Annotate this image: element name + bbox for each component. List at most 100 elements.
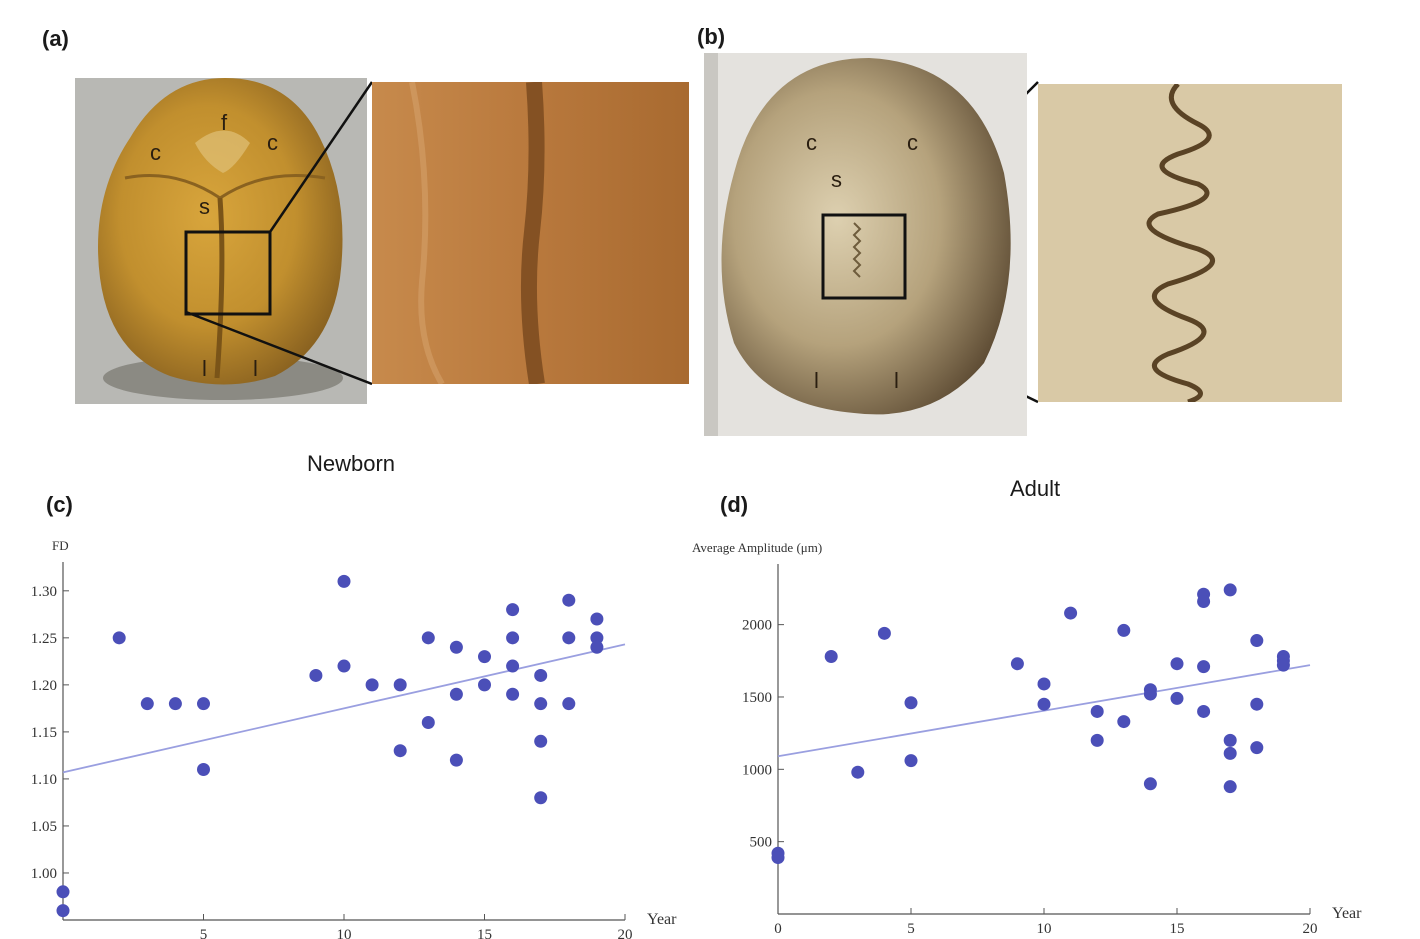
data-point	[877, 626, 891, 640]
fit-line	[777, 664, 1311, 758]
data-point	[562, 631, 576, 645]
data-point	[197, 763, 210, 777]
data-point	[851, 765, 865, 779]
y-axis-label: Average Amplitude (μm)	[692, 540, 822, 555]
panel-b-label: (b)	[697, 24, 726, 49]
y-axis-label: FD	[52, 538, 69, 553]
adult-label-l-left: l	[814, 368, 819, 393]
data-point	[1143, 687, 1157, 701]
data-point	[904, 754, 918, 768]
data-point	[534, 734, 548, 748]
adult-caption: Adult	[1010, 476, 1061, 501]
data-point	[1143, 777, 1157, 791]
data-point	[590, 612, 604, 626]
adult-label-c-left: c	[806, 130, 817, 155]
data-point	[393, 744, 407, 758]
data-point	[771, 851, 785, 865]
x-tick-label: 15	[1170, 921, 1185, 937]
data-point	[365, 678, 379, 692]
data-point	[506, 659, 520, 673]
skull-label-l-right: l	[253, 356, 258, 381]
data-point	[421, 631, 435, 645]
adult-label-l-right: l	[894, 368, 899, 393]
data-point	[56, 885, 70, 899]
x-tick-label: 5	[907, 921, 915, 937]
data-point	[168, 697, 182, 711]
y-tick-label: 1.10	[31, 772, 57, 788]
data-point	[449, 640, 463, 654]
data-point	[1276, 658, 1290, 672]
x-tick-label: 10	[337, 927, 352, 939]
skull-label-c-right: c	[267, 130, 278, 155]
data-point	[904, 696, 918, 710]
data-point	[1170, 657, 1184, 671]
skull-label-s: s	[199, 194, 210, 219]
data-point	[1010, 657, 1024, 671]
data-point	[1064, 606, 1078, 620]
x-tick-label: 15	[477, 927, 492, 939]
data-point	[1170, 691, 1184, 705]
data-point	[562, 593, 576, 607]
data-point	[337, 659, 351, 673]
data-point	[1223, 583, 1237, 597]
x-tick-label: 20	[618, 927, 633, 939]
chart-d-amplitude-vs-year: 500 1000 1500 2000 0 5 10 15 20 Average Amplitude…	[692, 540, 1362, 937]
x-tick-label: 0	[774, 921, 782, 937]
data-point	[506, 631, 520, 645]
y-tick-label: 1.20	[31, 678, 57, 694]
y-tick-label: 1.05	[31, 819, 57, 835]
newborn-suture-closeup	[372, 82, 689, 384]
adult-skull-photo: c c s l l	[704, 53, 1027, 436]
data-point	[590, 640, 604, 654]
x-tick-label: 20	[1303, 921, 1318, 937]
data-point	[1037, 677, 1051, 691]
data-point	[534, 791, 548, 805]
y-tick-label: 1.15	[31, 725, 57, 741]
y-tick-label: 1000	[742, 762, 772, 778]
adult-label-s: s	[831, 167, 842, 192]
adult-suture-closeup	[1038, 84, 1342, 402]
data-point	[1117, 623, 1131, 637]
data-point	[1117, 715, 1131, 729]
x-axis-label: Year	[647, 911, 677, 928]
data-point	[1250, 741, 1264, 755]
data-point	[421, 715, 435, 729]
data-point	[1223, 780, 1237, 794]
data-point	[337, 574, 351, 588]
x-axis-label: Year	[1332, 905, 1362, 922]
adult-label-c-right: c	[907, 130, 918, 155]
data-point	[1223, 746, 1237, 760]
x-tick-label: 10	[1037, 921, 1052, 937]
data-point	[1223, 733, 1237, 747]
data-point	[478, 678, 491, 692]
skull-label-l-left: l	[202, 356, 207, 381]
panel-a-label: (a)	[42, 26, 69, 51]
data-point	[1250, 697, 1264, 711]
data-point	[112, 631, 126, 645]
data-point	[562, 697, 576, 711]
data-point	[1250, 634, 1264, 648]
data-point	[1037, 697, 1051, 711]
y-tick-label: 1500	[742, 690, 772, 706]
chart-c-fd-vs-year: 1.00 1.05 1.10 1.15 1.20 1.25 1.30 5 10 15 20 FD Yea…	[31, 538, 677, 939]
y-tick-label: 2000	[742, 618, 772, 634]
y-tick-label: 500	[750, 835, 773, 851]
data-point	[824, 649, 838, 663]
panel-d-label: (d)	[720, 492, 749, 517]
newborn-skull-photo: f c c s l l	[75, 78, 367, 404]
data-point	[1090, 704, 1104, 718]
data-point	[1197, 594, 1211, 608]
x-tick-label: 5	[200, 927, 208, 939]
data-point	[197, 697, 210, 711]
skull-label-c-left: c	[150, 140, 161, 165]
data-point	[1090, 733, 1104, 747]
data-point	[506, 687, 520, 701]
panel-c-label: (c)	[46, 492, 73, 517]
data-point	[140, 697, 154, 711]
data-point	[56, 904, 70, 918]
data-point	[449, 753, 463, 767]
y-tick-label: 1.00	[31, 866, 57, 882]
data-point	[1197, 660, 1211, 674]
y-tick-label: 1.25	[31, 631, 57, 647]
data-point	[478, 650, 491, 664]
